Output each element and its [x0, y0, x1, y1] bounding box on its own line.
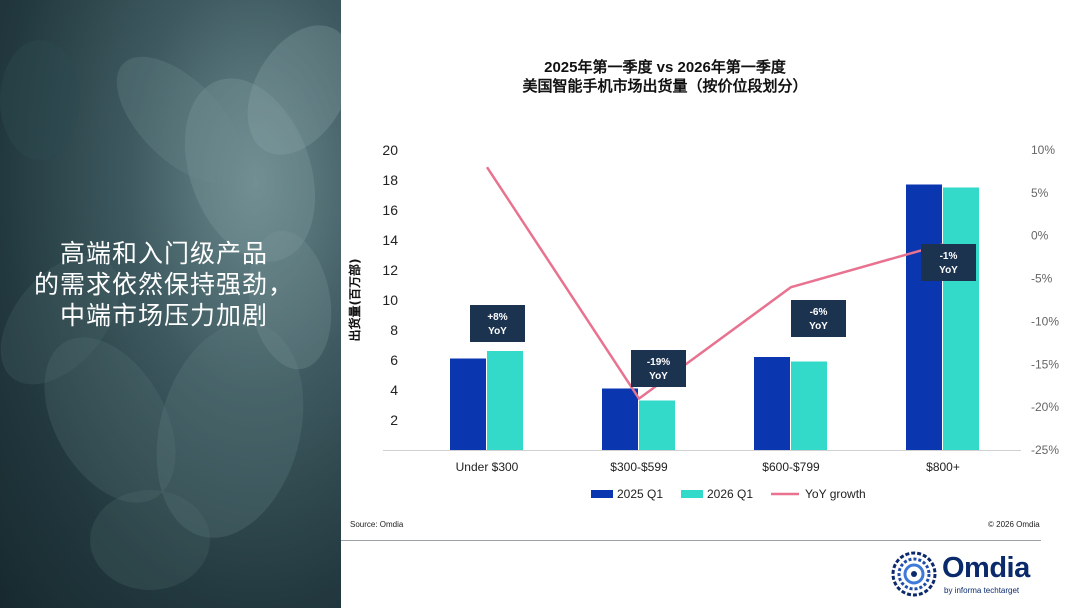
- y2-tick-label: -5%: [1031, 272, 1053, 286]
- chart-canvas: 2 4 6 8 10 12 14 16 18 20 -25% -20% -15% -10% -5% 0% 5% 1…: [347, 142, 1059, 501]
- omdia-logo: Omdia by informa techtarget: [890, 550, 1050, 598]
- legend-label: 2025 Q1: [617, 487, 663, 501]
- y-axis-label: 出货量(百万部): [347, 259, 362, 342]
- headline-line-1: 高端和入门级产品: [59, 239, 268, 268]
- y-tick-label: 16: [382, 202, 398, 218]
- yoy-annotation-value: -19%: [647, 357, 670, 368]
- bar-2026-q1: [791, 361, 827, 450]
- left-background-panel: 高端和入门级产品 的需求依然保持强劲， 中端市场压力加剧: [0, 0, 341, 608]
- y-tick-label: 18: [382, 172, 398, 188]
- chart-title-line-2: 美国智能手机市场出货量（按价位段划分）: [522, 78, 808, 95]
- yoy-annotation-value: -1%: [940, 251, 958, 262]
- y2-tick-label: -15%: [1031, 357, 1059, 371]
- copyright-note: © 2026 Omdia: [988, 520, 1040, 529]
- bar-2025-q1: [450, 358, 486, 450]
- yoy-growth-line: [485, 166, 944, 400]
- y-tick-label: 10: [382, 292, 398, 308]
- yoy-annotation-box: [921, 244, 976, 281]
- headline: 高端和入门级产品 的需求依然保持强劲， 中端市场压力加剧: [14, 238, 314, 331]
- yoy-annotation-label: YoY: [649, 371, 668, 382]
- legend-swatch: [591, 490, 613, 498]
- x-tick-label: $800+: [926, 460, 960, 474]
- y2-tick-label: -20%: [1031, 400, 1059, 414]
- bar-2025-q1: [754, 357, 790, 450]
- bar-2025-q1: [602, 388, 638, 450]
- bar-2026-q1: [487, 351, 523, 450]
- omdia-logo-tagline: by informa techtarget: [944, 586, 1020, 595]
- chart-title: 2025年第一季度 vs 2026年第一季度 美国智能手机市场出货量（按价位段划…: [341, 58, 989, 96]
- y-tick-label: 14: [382, 232, 398, 248]
- bar-2026-q1: [639, 400, 675, 450]
- source-note: Source: Omdia: [350, 520, 404, 529]
- y2-tick-label: 0%: [1031, 229, 1049, 243]
- legend-label: YoY growth: [805, 487, 866, 501]
- headline-line-3: 中端市场压力加剧: [59, 301, 268, 330]
- yoy-annotation-box: [631, 350, 686, 387]
- legend-swatch: [681, 490, 703, 498]
- yoy-annotation-label: YoY: [939, 265, 958, 276]
- yoy-annotation-label: YoY: [809, 321, 828, 332]
- y2-tick-label: -25%: [1031, 443, 1059, 457]
- y-tick-label: 20: [382, 142, 398, 158]
- y-tick-label: 6: [390, 352, 398, 368]
- omdia-logo-wordmark: Omdia: [942, 552, 1030, 584]
- y-tick-label: 4: [390, 382, 398, 398]
- legend-label: 2026 Q1: [707, 487, 753, 501]
- y-tick-label: 2: [390, 412, 398, 428]
- y2-tick-label: 10%: [1031, 143, 1055, 157]
- chart-title-line-1: 2025年第一季度 vs 2026年第一季度: [544, 59, 786, 76]
- x-tick-label: $300-$599: [610, 460, 668, 474]
- y-tick-label: 8: [390, 322, 398, 338]
- x-tick-label: Under $300: [456, 460, 519, 474]
- footer-divider: [341, 540, 1041, 541]
- yoy-annotation-box: [470, 305, 525, 342]
- yoy-annotation-value: +8%: [487, 312, 507, 323]
- yoy-annotation-value: -6%: [810, 307, 828, 318]
- bar-2025-q1: [906, 184, 942, 450]
- y2-tick-label: -10%: [1031, 314, 1059, 328]
- yoy-annotation-box: [791, 300, 846, 337]
- headline-line-2: 的需求依然保持强劲，: [33, 270, 294, 299]
- yoy-annotation-label: YoY: [488, 326, 507, 337]
- omdia-logo-icon: [891, 551, 937, 597]
- bar-2026-q1: [943, 187, 979, 450]
- orchid-background-image: [0, 25, 341, 590]
- y2-tick-label: 5%: [1031, 186, 1049, 200]
- y-tick-label: 12: [382, 262, 398, 278]
- x-tick-label: $600-$799: [762, 460, 820, 474]
